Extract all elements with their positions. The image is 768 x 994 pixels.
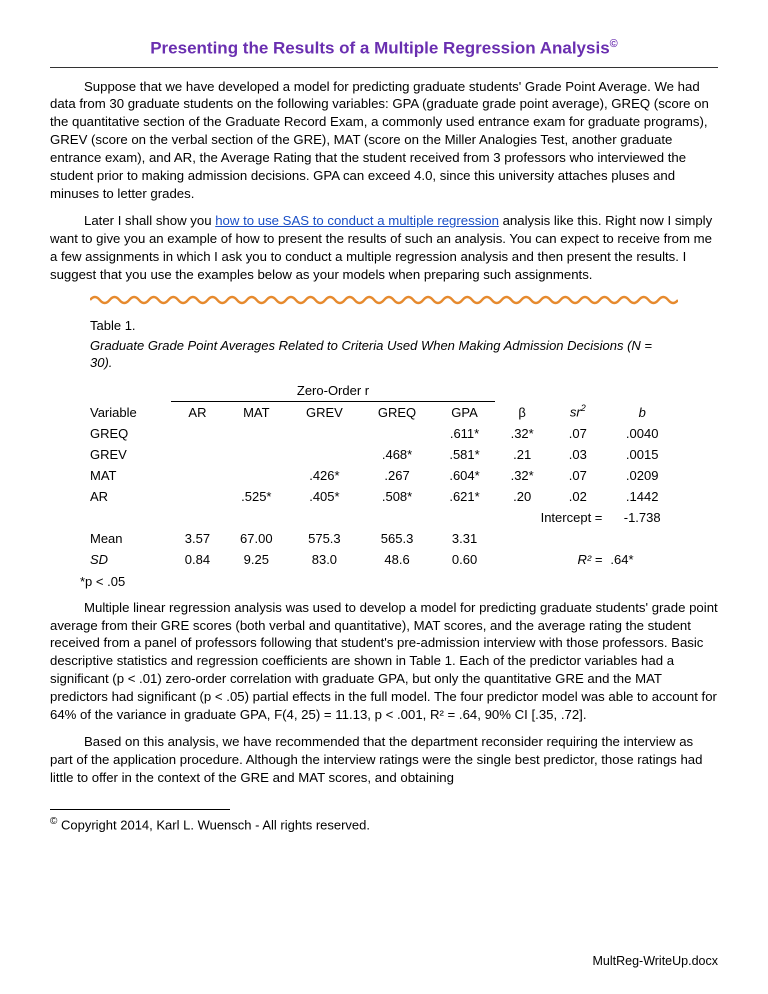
page-footer-filename: MultReg-WriteUp.docx	[592, 954, 718, 968]
wave-icon	[90, 294, 678, 306]
table-row: MAT .426* .267 .604* .32* .07 .0209	[90, 465, 678, 486]
table-row: AR .525* .405* .508* .621* .20 .02 .1442	[90, 486, 678, 507]
col-grev: GREV	[289, 401, 361, 423]
regression-table: Variable Zero-Order r β sr2 b AR MAT GRE…	[90, 380, 678, 570]
p2-pre: Later I shall show you	[84, 213, 215, 228]
intercept-value: -1.738	[606, 507, 678, 528]
sr-label: sr	[570, 405, 581, 420]
wave-divider	[90, 294, 678, 306]
table-body: GREQ .611* .32* .07 .0040 GREV .468*	[90, 423, 678, 570]
table-subtitle: Graduate Grade Point Averages Related to…	[90, 337, 678, 372]
intro-para-1: Suppose that we have developed a model f…	[50, 78, 718, 203]
col-ar: AR	[171, 401, 224, 423]
footnote-text: Copyright 2014, Karl L. Wuensch - All ri…	[57, 817, 370, 832]
col-b: b	[606, 380, 678, 423]
table-row: GREQ .611* .32* .07 .0040	[90, 423, 678, 444]
col-variable: Variable	[90, 380, 171, 423]
body-para-4: Based on this analysis, we have recommen…	[50, 733, 718, 786]
title-sup: ©	[610, 38, 618, 50]
footnote-rule	[50, 809, 230, 810]
sd-row: SD 0.84 9.25 83.0 48.6 0.60 R² = .64*	[90, 549, 678, 570]
r2-label: R² =	[549, 549, 606, 570]
col-beta: β	[495, 380, 549, 423]
zero-order-label: Zero-Order r	[297, 383, 369, 398]
title-text: Presenting the Results of a Multiple Reg…	[150, 39, 609, 58]
col-group-zero-order: Zero-Order r	[171, 380, 495, 402]
mean-row: Mean 3.57 67.00 575.3 565.3 3.31	[90, 528, 678, 549]
intercept-row: Intercept = -1.738	[90, 507, 678, 528]
col-greq: GREQ	[360, 401, 434, 423]
body-para-3: Multiple linear regression analysis was …	[50, 599, 718, 724]
r2-value: .64*	[606, 549, 678, 570]
col-gpa: GPA	[434, 401, 495, 423]
col-mat: MAT	[224, 401, 289, 423]
sas-link[interactable]: how to use SAS to conduct a multiple reg…	[215, 213, 499, 228]
col-sr2: sr2	[549, 380, 606, 423]
intercept-label: Intercept =	[495, 507, 606, 528]
copyright-footnote: © Copyright 2014, Karl L. Wuensch - All …	[50, 816, 718, 832]
sr2-sup: 2	[581, 403, 586, 413]
title-rule	[50, 67, 718, 68]
table-row: GREV .468* .581* .21 .03 .0015	[90, 444, 678, 465]
page: Presenting the Results of a Multiple Reg…	[0, 0, 768, 994]
page-title: Presenting the Results of a Multiple Reg…	[50, 38, 718, 59]
intro-para-2: Later I shall show you how to use SAS to…	[50, 212, 718, 283]
table-1: Table 1. Graduate Grade Point Averages R…	[90, 318, 678, 570]
table-caption: Table 1.	[90, 318, 678, 333]
table-note: *p < .05	[80, 574, 718, 589]
